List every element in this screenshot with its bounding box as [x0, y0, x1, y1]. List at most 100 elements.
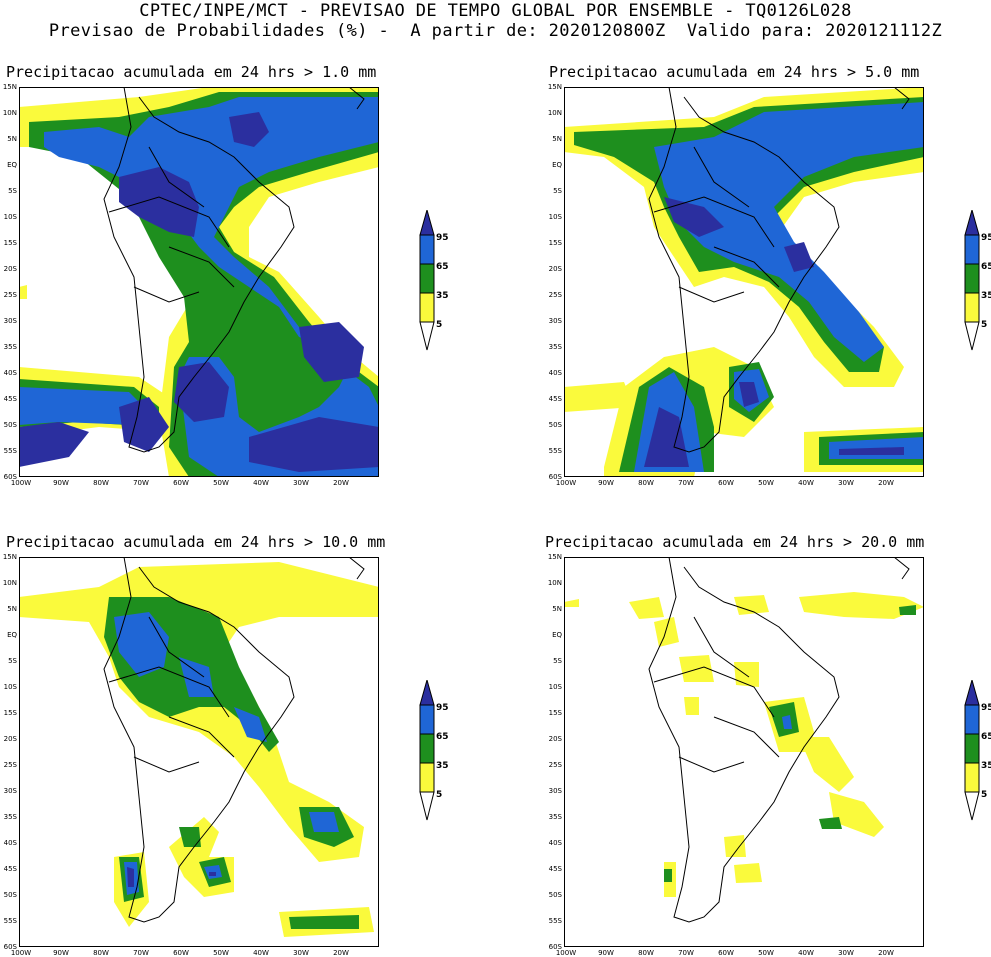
- lat-tick-label: 30S: [548, 787, 562, 795]
- lat-tick-label: 35S: [548, 813, 562, 821]
- lat-tick-label: 35S: [3, 813, 17, 821]
- lat-tick-label: 50S: [3, 891, 17, 899]
- lat-tick-label: 10N: [547, 579, 562, 587]
- panel-1-colorbar: [419, 210, 435, 351]
- panel-2-colorbar: [964, 210, 980, 351]
- lon-tick-label: 60W: [173, 479, 189, 487]
- lat-tick-label: 15N: [2, 83, 17, 91]
- lat-tick-label: 20S: [3, 265, 17, 273]
- lat-tick-label: 60S: [548, 473, 562, 481]
- lon-tick-label: 90W: [53, 479, 69, 487]
- colorbar-label: 65: [981, 732, 991, 742]
- lat-tick-label: 40S: [548, 839, 562, 847]
- lat-tick-label: 5S: [553, 187, 562, 195]
- colorbar-label: 35: [436, 291, 449, 301]
- lon-tick-label: 20W: [333, 949, 349, 957]
- lon-tick-label: 80W: [638, 479, 654, 487]
- lon-tick-label: 40W: [798, 479, 814, 487]
- lat-tick-label: 15S: [548, 709, 562, 717]
- lon-tick-label: 30W: [293, 949, 309, 957]
- lat-tick-label: 5S: [553, 657, 562, 665]
- colorbar-label: 5: [981, 790, 988, 800]
- lat-tick-label: 10S: [548, 213, 562, 221]
- lat-tick-label: 5S: [8, 657, 17, 665]
- lon-tick-label: 60W: [718, 479, 734, 487]
- lon-tick-label: 20W: [878, 949, 894, 957]
- lon-tick-label: 40W: [253, 479, 269, 487]
- lon-tick-label: 100W: [555, 479, 577, 487]
- colorbar-label: 5: [436, 320, 443, 330]
- lat-tick-label: 45S: [548, 395, 562, 403]
- colorbar-label: 65: [436, 262, 449, 272]
- panel-2-title: Precipitacao acumulada em 24 hrs > 5.0 m…: [549, 63, 920, 81]
- lon-tick-label: 50W: [213, 949, 229, 957]
- lat-tick-label: 5S: [8, 187, 17, 195]
- colorbar-label: 95: [981, 703, 991, 713]
- lat-tick-label: 15N: [547, 83, 562, 91]
- lat-tick-label: EQ: [7, 631, 17, 639]
- panel-4-map: [564, 557, 924, 947]
- lat-tick-label: 15N: [2, 553, 17, 561]
- lat-tick-label: 60S: [3, 473, 17, 481]
- lon-tick-label: 80W: [638, 949, 654, 957]
- lat-tick-label: 30S: [3, 317, 17, 325]
- lat-tick-label: 60S: [3, 943, 17, 951]
- colorbar-label: 35: [981, 291, 991, 301]
- panel-4-title: Precipitacao acumulada em 24 hrs > 20.0 …: [545, 533, 925, 551]
- lon-tick-label: 90W: [53, 949, 69, 957]
- lon-tick-label: 50W: [758, 479, 774, 487]
- lat-tick-label: 10N: [547, 109, 562, 117]
- lon-tick-label: 80W: [93, 479, 109, 487]
- lon-tick-label: 20W: [333, 479, 349, 487]
- lat-tick-label: 5N: [7, 135, 17, 143]
- lon-tick-label: 70W: [133, 949, 149, 957]
- panel-3-map: [19, 557, 379, 947]
- colorbar-label: 95: [436, 703, 449, 713]
- lat-tick-label: 15S: [3, 239, 17, 247]
- lat-tick-label: 35S: [3, 343, 17, 351]
- lon-tick-label: 50W: [758, 949, 774, 957]
- lat-tick-label: 10S: [3, 213, 17, 221]
- colorbar-label: 35: [436, 761, 449, 771]
- lon-tick-label: 70W: [678, 479, 694, 487]
- lon-tick-label: 50W: [213, 479, 229, 487]
- panel-1-map: [19, 87, 379, 477]
- lat-tick-label: 35S: [548, 343, 562, 351]
- lat-tick-label: 50S: [548, 421, 562, 429]
- colorbar-label: 65: [436, 732, 449, 742]
- lat-tick-label: 55S: [3, 447, 17, 455]
- lon-tick-label: 70W: [678, 949, 694, 957]
- lat-tick-label: 15S: [3, 709, 17, 717]
- colorbar-label: 95: [981, 233, 991, 243]
- lat-tick-label: 45S: [548, 865, 562, 873]
- panel-3-field: [19, 557, 379, 937]
- lat-tick-label: EQ: [7, 161, 17, 169]
- lon-tick-label: 40W: [253, 949, 269, 957]
- lat-tick-label: 55S: [3, 917, 17, 925]
- lat-tick-label: 5N: [552, 135, 562, 143]
- lon-tick-label: 60W: [718, 949, 734, 957]
- colorbar-label: 5: [436, 790, 443, 800]
- panel-2-map: [564, 87, 924, 477]
- lat-tick-label: 15N: [547, 553, 562, 561]
- lat-tick-label: 10S: [548, 683, 562, 691]
- panel-3-colorbar: [419, 680, 435, 821]
- lon-tick-label: 90W: [598, 479, 614, 487]
- lon-tick-label: 70W: [133, 479, 149, 487]
- lon-tick-label: 40W: [798, 949, 814, 957]
- lat-tick-label: 40S: [548, 369, 562, 377]
- lon-tick-label: 100W: [10, 949, 32, 957]
- lat-tick-label: 45S: [3, 395, 17, 403]
- lat-tick-label: 10S: [3, 683, 17, 691]
- figure-title-line-2: Previsao de Probabilidades (%) - A parti…: [48, 21, 943, 41]
- lat-tick-label: 10N: [2, 109, 17, 117]
- lat-tick-label: EQ: [552, 161, 562, 169]
- lat-tick-label: 5N: [7, 605, 17, 613]
- panel-4-colorbar: [964, 680, 980, 821]
- colorbar-label: 95: [436, 233, 449, 243]
- lat-tick-label: 15S: [548, 239, 562, 247]
- lat-tick-label: 20S: [3, 735, 17, 743]
- lat-tick-label: 5N: [552, 605, 562, 613]
- lat-tick-label: 25S: [3, 291, 17, 299]
- lat-tick-label: 20S: [548, 265, 562, 273]
